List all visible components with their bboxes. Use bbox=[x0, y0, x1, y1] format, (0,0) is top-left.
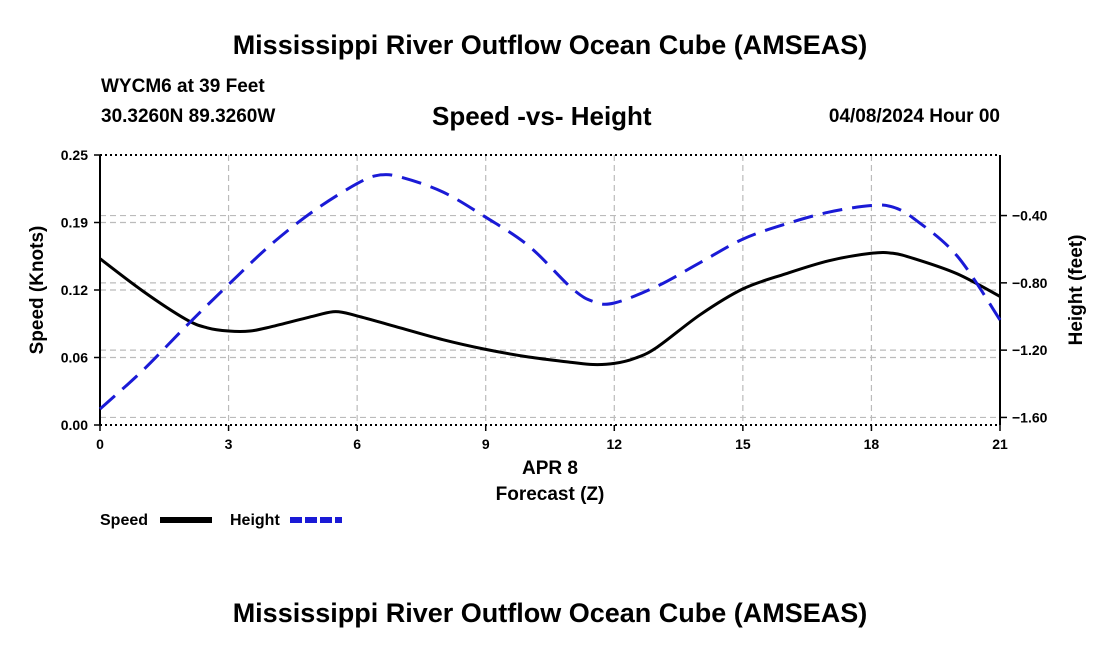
right-tick-label-1: −1.20 bbox=[1012, 342, 1048, 358]
x-tick-label-0: 0 bbox=[96, 436, 104, 452]
x-tick-label-12: 12 bbox=[606, 436, 622, 452]
datetime-label: 04/08/2024 Hour 00 bbox=[828, 106, 1000, 127]
left-tick-label-3: 0.19 bbox=[61, 215, 88, 231]
y-axis-left-label: Speed (Knots) bbox=[27, 226, 48, 355]
right-tick-label-2: −0.80 bbox=[1012, 275, 1048, 291]
legend-speed-label: Speed bbox=[100, 512, 148, 529]
station-label: WYCM6 at 39 Feet bbox=[101, 76, 265, 97]
x-axis-date-label: APR 8 bbox=[522, 458, 578, 479]
x-tick-label-21: 21 bbox=[992, 436, 1008, 452]
series-line-height bbox=[98, 173, 1002, 411]
chart-title: Mississippi River Outflow Ocean Cube (AM… bbox=[232, 30, 868, 60]
y-axis-right-label: Height (feet) bbox=[1066, 235, 1087, 346]
right-tick-label-0: −1.60 bbox=[1012, 409, 1048, 425]
chart-subtitle: Speed -vs- Height bbox=[432, 101, 652, 131]
x-tick-label-18: 18 bbox=[864, 436, 880, 452]
x-tick-label-3: 3 bbox=[225, 436, 233, 452]
x-tick-label-9: 9 bbox=[482, 436, 490, 452]
coordinates-label: 30.3260N 89.3260W bbox=[101, 106, 276, 127]
left-tick-label-0: 0.00 bbox=[61, 417, 88, 433]
x-tick-label-15: 15 bbox=[735, 436, 751, 452]
right-tick-label-3: −0.40 bbox=[1012, 208, 1048, 224]
footer-title: Mississippi River Outflow Ocean Cube (AM… bbox=[232, 598, 868, 628]
x-axis-label: Forecast (Z) bbox=[496, 484, 605, 505]
series-line-speed bbox=[99, 250, 1001, 367]
legend-height-label: Height bbox=[230, 512, 280, 529]
x-tick-label-6: 6 bbox=[353, 436, 361, 452]
left-tick-label-4: 0.25 bbox=[61, 147, 88, 163]
left-tick-label-1: 0.06 bbox=[61, 350, 88, 366]
left-tick-label-2: 0.12 bbox=[61, 282, 88, 298]
